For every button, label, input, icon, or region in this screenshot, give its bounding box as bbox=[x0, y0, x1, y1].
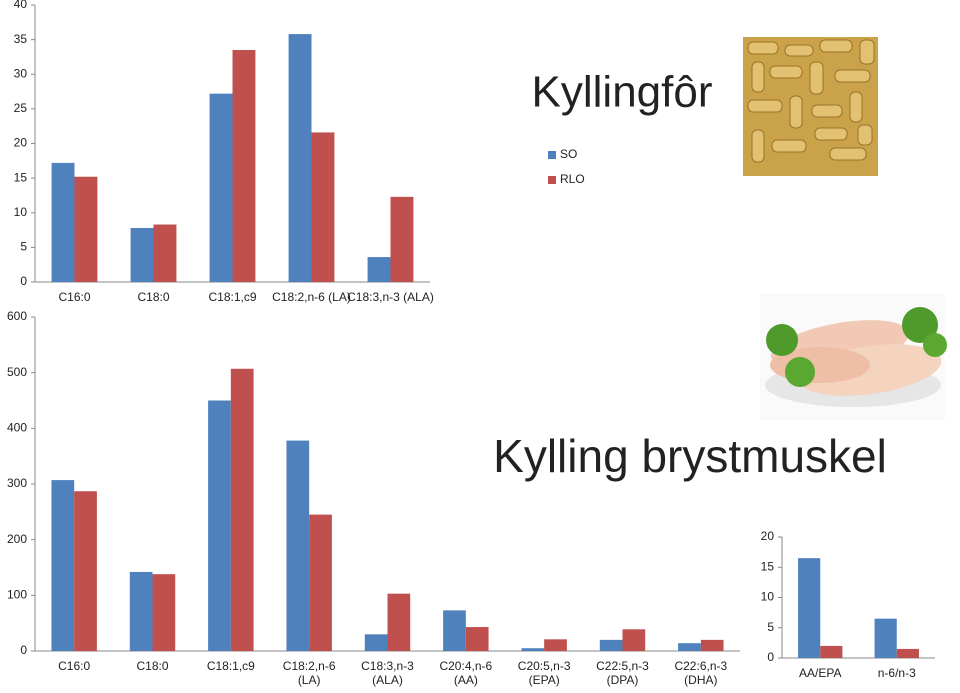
bar bbox=[387, 593, 411, 651]
bar bbox=[820, 645, 843, 658]
bar bbox=[51, 480, 75, 651]
bar bbox=[798, 558, 821, 658]
y-tick-label: 15 bbox=[761, 559, 775, 573]
x-tick-label: C18:3,n-3 (ALA) bbox=[361, 659, 414, 687]
bar bbox=[208, 400, 231, 651]
bar bbox=[367, 257, 391, 282]
x-tick-label: C18:1,c9 bbox=[206, 659, 255, 673]
y-tick-label: 0 bbox=[20, 274, 27, 288]
legend-label: SO bbox=[560, 147, 577, 161]
x-tick-label: C18:0 bbox=[136, 659, 169, 673]
bar bbox=[232, 50, 256, 283]
x-tick-label: C18:0 bbox=[137, 290, 170, 304]
y-tick-label: 0 bbox=[20, 643, 27, 657]
y-tick-label: 15 bbox=[14, 170, 28, 184]
bar bbox=[465, 627, 489, 651]
bar bbox=[544, 639, 567, 651]
y-tick-label: 30 bbox=[14, 66, 28, 80]
y-tick-label: 600 bbox=[7, 309, 27, 323]
bar bbox=[286, 440, 310, 651]
bar bbox=[521, 648, 545, 651]
x-tick-label: C16:0 bbox=[58, 659, 91, 673]
y-tick-label: 10 bbox=[761, 590, 775, 604]
legend-label: RLO bbox=[560, 172, 585, 186]
y-tick-label: 20 bbox=[761, 529, 775, 543]
bar bbox=[599, 639, 623, 651]
y-tick-label: 35 bbox=[14, 32, 28, 46]
y-tick-label: 5 bbox=[767, 620, 774, 634]
y-tick-label: 40 bbox=[14, 0, 28, 11]
x-tick-label: C20:4,n-6 (AA) bbox=[439, 659, 493, 687]
y-tick-label: 5 bbox=[20, 240, 27, 254]
bar bbox=[230, 368, 254, 651]
bar bbox=[129, 571, 153, 651]
x-tick-label: AA/EPA bbox=[799, 666, 842, 680]
bar bbox=[153, 224, 177, 282]
bar bbox=[443, 610, 466, 651]
bar bbox=[311, 132, 335, 282]
bar bbox=[51, 162, 75, 282]
chart-title: Kyllingfôr bbox=[532, 68, 713, 117]
bar bbox=[700, 639, 724, 651]
bar bbox=[152, 574, 176, 651]
y-tick-label: 25 bbox=[14, 101, 28, 115]
bar bbox=[896, 648, 919, 658]
x-tick-label: C18:3,n-3 (ALA) bbox=[347, 290, 434, 304]
y-tick-label: 300 bbox=[7, 476, 27, 490]
y-tick-label: 20 bbox=[14, 136, 28, 150]
y-tick-label: 10 bbox=[14, 205, 28, 219]
bar bbox=[288, 34, 312, 283]
x-tick-label: C16:0 bbox=[58, 290, 91, 304]
y-tick-label: 0 bbox=[767, 650, 774, 664]
x-tick-label: C18:2,n-6 (LA) bbox=[282, 659, 336, 687]
y-tick-label: 100 bbox=[7, 588, 27, 602]
x-tick-label: n-6/n-3 bbox=[877, 666, 916, 680]
bar bbox=[74, 176, 98, 282]
bar bbox=[678, 643, 701, 651]
bar bbox=[390, 196, 414, 282]
bar bbox=[74, 491, 97, 651]
y-tick-label: 400 bbox=[7, 421, 27, 435]
y-tick-label: 500 bbox=[7, 365, 27, 379]
x-tick-label: C22:5,n-3 (DPA) bbox=[596, 659, 649, 687]
chicken-image bbox=[760, 293, 947, 420]
x-tick-label: C18:2,n-6 (LA) bbox=[272, 290, 351, 304]
bar bbox=[874, 618, 897, 658]
legend-swatch bbox=[548, 151, 556, 159]
feed-image bbox=[743, 37, 878, 176]
bar bbox=[364, 634, 388, 651]
bar bbox=[309, 514, 332, 651]
y-tick-label: 200 bbox=[7, 532, 27, 546]
x-tick-label: C20:5,n-3 (EPA) bbox=[517, 659, 571, 687]
x-tick-label: C22:6,n-3 (DHA) bbox=[674, 659, 728, 687]
x-tick-label: C18:1,c9 bbox=[208, 290, 257, 304]
chart-title: Kylling brystmuskel bbox=[493, 430, 887, 482]
bar bbox=[209, 93, 233, 282]
bar bbox=[622, 629, 646, 651]
legend-swatch bbox=[548, 176, 556, 184]
bar bbox=[130, 227, 154, 282]
